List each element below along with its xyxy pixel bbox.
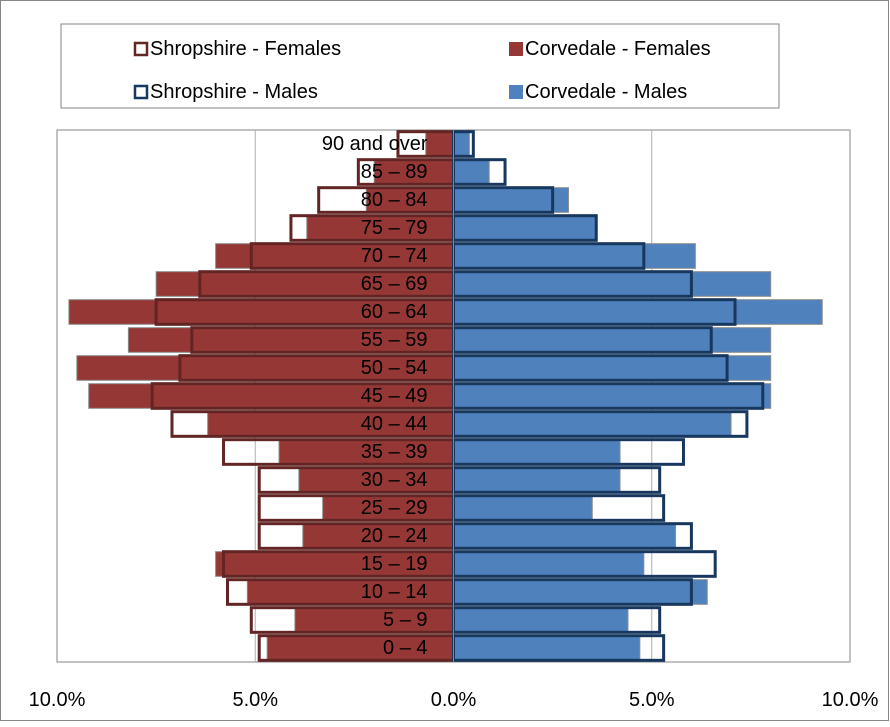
- bar-corvedale-males-10-14: [453, 579, 708, 605]
- x-tick-label: 10.0%: [29, 689, 86, 711]
- legend-swatch: [509, 42, 523, 56]
- category-label: 60 – 64: [361, 301, 428, 323]
- category-labels: 0 – 4 5 – 9 10 – 14 15 – 19 20 – 24 25 – 29 30…: [322, 133, 428, 659]
- x-axis: 10.0% 5.0% 0.0% 5.0% 10.0%: [29, 689, 879, 711]
- legend-swatch: [133, 84, 149, 100]
- category-label: 25 – 29: [361, 497, 428, 519]
- bar-corvedale-females-35-39: [278, 439, 455, 465]
- bar-corvedale-males-20-24: [453, 523, 677, 549]
- category-label: 50 – 54: [361, 357, 428, 379]
- bar-corvedale-males-60-64: [453, 299, 823, 325]
- category-label: 65 – 69: [361, 273, 428, 295]
- legend-item-shropshire-males: Shropshire - Males: [133, 81, 318, 103]
- category-label: 30 – 34: [361, 469, 428, 491]
- legend-label: Corvedale - Males: [525, 81, 687, 103]
- x-tick-label: 5.0%: [629, 689, 675, 711]
- category-label: 15 – 19: [361, 553, 428, 575]
- bar-corvedale-males-65-69: [453, 271, 772, 297]
- bar-corvedale-males-45-49: [453, 383, 772, 409]
- category-label: 40 – 44: [361, 413, 428, 435]
- bar-corvedale-males-25-29: [453, 495, 593, 521]
- legend: Shropshire - Females Corvedale - Females S…: [60, 23, 780, 109]
- legend-label: Corvedale - Females: [525, 38, 711, 60]
- category-label: 45 – 49: [361, 385, 428, 407]
- bar-corvedale-females-50-54: [76, 355, 454, 381]
- bar-corvedale-males-5-9: [453, 607, 629, 633]
- x-tick-label: 10.0%: [822, 689, 879, 711]
- bar-corvedale-females-5-9: [294, 607, 454, 633]
- category-label: 70 – 74: [361, 245, 428, 267]
- legend-label: Shropshire - Males: [150, 81, 318, 103]
- x-tick-label: 5.0%: [232, 689, 278, 711]
- bar-corvedale-males-0-4: [453, 635, 641, 661]
- bar-corvedale-males-15-19: [453, 551, 645, 577]
- bar-corvedale-males-70-74: [453, 243, 696, 269]
- bar-corvedale-males-85-89: [453, 159, 490, 185]
- legend-item-corvedale-females: Corvedale - Females: [509, 38, 711, 60]
- bar-corvedale-males-50-54: [453, 355, 772, 381]
- bars: [68, 130, 823, 662]
- bar-corvedale-males-40-44: [453, 411, 732, 437]
- category-label: 85 – 89: [361, 161, 428, 183]
- bar-corvedale-males-55-59: [453, 327, 772, 353]
- bar-corvedale-females-90-and-over: [425, 131, 454, 157]
- x-tick-label: 0.0%: [431, 689, 477, 711]
- category-label: 0 – 4: [383, 637, 427, 659]
- bar-corvedale-males-90-and-over: [453, 131, 470, 157]
- bar-corvedale-females-85-89: [373, 159, 455, 185]
- legend-box: [60, 23, 780, 109]
- legend-item-corvedale-males: Corvedale - Males: [509, 81, 687, 103]
- legend-swatch: [509, 85, 523, 99]
- legend-item-shropshire-females: Shropshire - Females: [133, 38, 341, 60]
- legend-label: Shropshire - Females: [150, 38, 341, 60]
- bar-corvedale-males-30-34: [453, 467, 621, 493]
- category-label: 20 – 24: [361, 525, 428, 547]
- category-label: 90 and over: [322, 133, 428, 155]
- category-label: 75 – 79: [361, 217, 428, 239]
- category-label: 5 – 9: [383, 609, 427, 631]
- category-label: 35 – 39: [361, 441, 428, 463]
- category-label: 55 – 59: [361, 329, 428, 351]
- bar-corvedale-males-35-39: [453, 439, 621, 465]
- bar-corvedale-females-55-59: [127, 327, 454, 353]
- bar-corvedale-females-80-84: [365, 187, 454, 213]
- legend-swatch: [133, 41, 149, 57]
- category-label: 80 – 84: [361, 189, 428, 211]
- bar-corvedale-males-75-79: [453, 215, 597, 241]
- category-label: 10 – 14: [361, 581, 428, 603]
